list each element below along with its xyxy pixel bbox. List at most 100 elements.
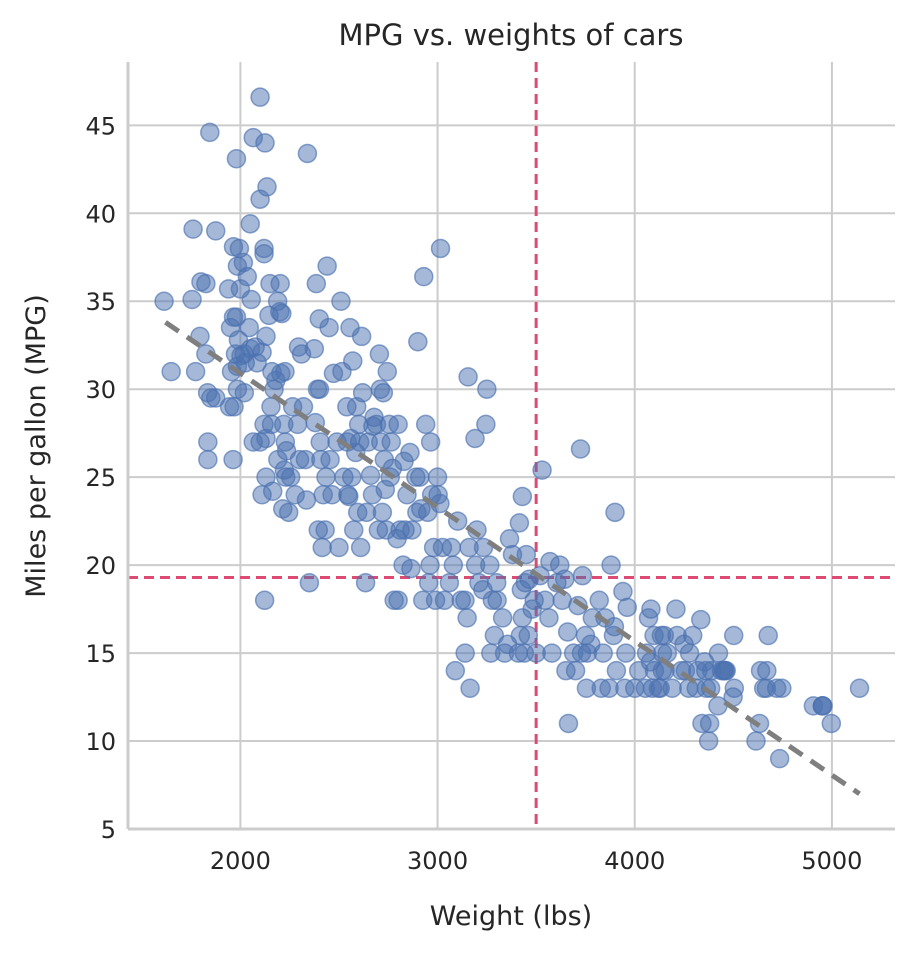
- x-tick-label-2000: 2000: [210, 847, 271, 875]
- data-point-40: [240, 214, 260, 234]
- data-point-25: [226, 149, 247, 169]
- data-point-107: [316, 467, 336, 487]
- y-tick-label-10: 10: [85, 728, 116, 756]
- data-point-115: [331, 291, 351, 311]
- data-point-114: [329, 537, 349, 558]
- y-tick-label-25: 25: [85, 464, 116, 492]
- data-point-82: [278, 502, 299, 523]
- data-point-108: [317, 256, 337, 276]
- axes: [126, 62, 895, 831]
- data-point-335: [821, 713, 842, 734]
- scatter-points: [154, 87, 870, 769]
- data-point-93: [296, 490, 317, 510]
- data-point-39: [239, 317, 260, 338]
- data-point-210: [480, 555, 500, 575]
- x-tick-label-3000: 3000: [407, 847, 468, 875]
- data-point-166: [400, 442, 420, 463]
- data-point-126: [344, 520, 364, 540]
- data-point-326: [757, 660, 777, 681]
- data-point-56: [255, 133, 275, 153]
- data-point-104: [312, 537, 332, 558]
- data-point-208: [476, 414, 496, 435]
- data-point-259: [589, 590, 609, 611]
- data-point-36: [234, 382, 255, 403]
- data-point-159: [388, 590, 408, 611]
- data-point-53: [254, 238, 274, 259]
- data-point-246: [557, 622, 578, 642]
- data-point-125: [343, 351, 363, 371]
- data-point-190: [439, 572, 460, 593]
- data-point-15: [205, 388, 226, 408]
- y-tick-label-40: 40: [85, 200, 116, 228]
- data-point-74: [272, 303, 292, 324]
- data-point-198: [457, 608, 477, 628]
- data-point-202: [465, 428, 485, 449]
- data-point-10: [200, 122, 220, 143]
- data-point-133: [351, 326, 372, 347]
- data-point-47: [250, 87, 270, 107]
- data-point-272: [617, 597, 637, 618]
- data-point-1: [161, 361, 181, 382]
- data-point-291: [662, 678, 682, 699]
- y-tick-label-20: 20: [85, 552, 116, 580]
- data-point-327: [758, 625, 778, 646]
- data-point-102: [310, 432, 330, 452]
- data-point-42: [241, 289, 261, 310]
- data-point-160: [388, 414, 408, 435]
- x-tick-label-4000: 4000: [604, 847, 665, 875]
- x-axis-title: Weight (lbs): [430, 901, 592, 932]
- data-point-222: [509, 513, 530, 533]
- trend-line: [164, 320, 861, 796]
- data-point-320: [724, 678, 745, 699]
- data-point-4: [185, 361, 206, 382]
- data-point-336: [849, 678, 870, 699]
- x-tick-label-5000: 5000: [801, 847, 862, 875]
- data-point-14: [205, 221, 226, 241]
- data-point-197: [455, 643, 475, 663]
- data-point-215: [487, 590, 507, 611]
- data-point-2: [183, 219, 203, 239]
- data-point-237: [535, 590, 555, 611]
- data-point-312: [708, 643, 729, 663]
- data-point-124: [342, 467, 362, 487]
- data-point-175: [414, 266, 434, 287]
- data-point-238: [539, 608, 559, 628]
- y-tick-label-15: 15: [85, 640, 116, 668]
- data-point-121: [339, 486, 359, 507]
- data-point-94: [299, 572, 320, 593]
- data-point-229: [516, 544, 537, 565]
- data-point-101: [309, 379, 330, 399]
- data-point-167: [401, 558, 421, 579]
- data-point-3: [182, 289, 202, 310]
- data-point-201: [460, 678, 480, 699]
- data-point-329: [769, 748, 790, 769]
- data-point-179: [420, 555, 440, 575]
- data-point-178: [418, 572, 439, 593]
- data-point-72: [270, 273, 290, 294]
- data-point-106: [315, 520, 335, 540]
- data-point-38: [237, 266, 258, 287]
- data-point-155: [381, 432, 401, 452]
- data-point-299: [682, 625, 703, 646]
- data-point-196: [455, 590, 475, 611]
- y-axis-title: Miles per gallon (MPG): [21, 294, 52, 597]
- data-point-292: [666, 599, 686, 619]
- data-point-308: [699, 713, 720, 734]
- y-tick-label-5: 5: [101, 816, 116, 844]
- data-point-144: [369, 344, 390, 364]
- data-point-187: [430, 238, 451, 259]
- data-point-268: [606, 660, 627, 681]
- data-point-317: [716, 660, 736, 681]
- data-point-319: [723, 625, 744, 646]
- y-tick-label-35: 35: [85, 288, 116, 316]
- data-point-180: [420, 432, 441, 452]
- data-point-230: [518, 625, 539, 646]
- data-point-57: [256, 326, 276, 347]
- data-point-271: [616, 643, 636, 663]
- data-point-214: [486, 572, 507, 593]
- data-point-251: [570, 439, 591, 459]
- data-point-253: [572, 565, 593, 586]
- data-point-92: [297, 143, 318, 164]
- data-point-307: [698, 731, 719, 751]
